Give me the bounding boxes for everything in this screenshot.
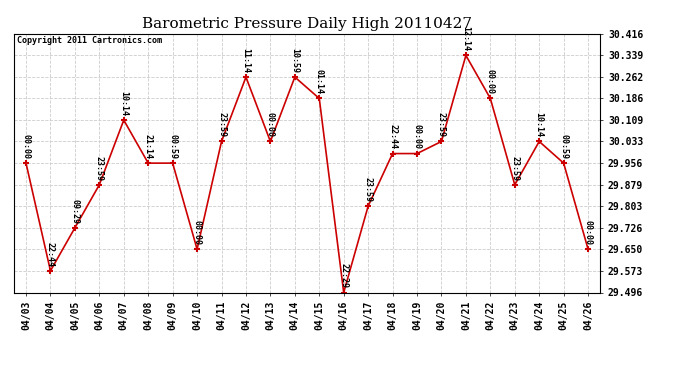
Text: 10:14: 10:14 [119,91,128,116]
Text: 00:59: 00:59 [559,134,568,159]
Text: 00:00: 00:00 [413,124,422,149]
Text: 23:59: 23:59 [511,156,520,181]
Text: 21:14: 21:14 [144,134,152,159]
Text: 00:00: 00:00 [486,69,495,94]
Text: Copyright 2011 Cartronics.com: Copyright 2011 Cartronics.com [17,36,161,45]
Text: 22:44: 22:44 [46,242,55,267]
Text: 09:29: 09:29 [70,199,79,223]
Text: 12:14: 12:14 [462,26,471,51]
Text: 22:29: 22:29 [339,263,348,288]
Text: 23:59: 23:59 [437,112,446,137]
Text: 00:00: 00:00 [584,220,593,245]
Text: 23:59: 23:59 [95,156,103,181]
Text: 23:59: 23:59 [364,177,373,202]
Text: 10:14: 10:14 [535,112,544,137]
Text: 11:14: 11:14 [241,48,250,73]
Text: 23:59: 23:59 [217,112,226,137]
Text: 10:59: 10:59 [290,48,299,73]
Text: 00:59: 00:59 [168,134,177,159]
Text: 00:00: 00:00 [266,112,275,137]
Text: 00:00: 00:00 [21,134,30,159]
Text: 00:00: 00:00 [193,220,201,245]
Text: 01:14: 01:14 [315,69,324,94]
Text: 22:44: 22:44 [388,124,397,149]
Title: Barometric Pressure Daily High 20110427: Barometric Pressure Daily High 20110427 [142,17,472,31]
